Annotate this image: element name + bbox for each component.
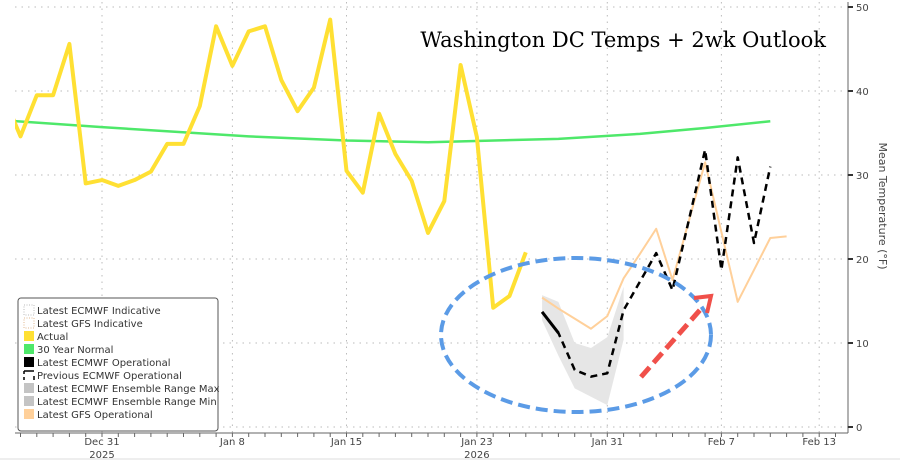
y-tick-label: 30	[856, 171, 869, 182]
legend-swatch	[24, 396, 34, 406]
legend-swatch	[23, 304, 35, 316]
x-year-label: 2025	[89, 450, 114, 461]
x-tick-label: Jan 23	[460, 437, 492, 448]
y-tick-label: 0	[856, 423, 862, 434]
x-tick-label: Feb 13	[802, 437, 836, 448]
series-line-actual	[15, 17, 528, 310]
series-line-30-year-normal	[15, 119, 771, 144]
legend-label: Latest GFS Indicative	[37, 319, 143, 330]
legend-swatch	[24, 409, 34, 419]
x-tick-label: Feb 7	[708, 437, 735, 448]
y-tick-label: 10	[856, 339, 869, 350]
y-tick-label: 40	[856, 87, 869, 98]
legend-label: Latest ECMWF Ensemble Range Min	[37, 397, 217, 408]
x-tick-label: Jan 31	[591, 437, 623, 448]
series-lines	[15, 17, 787, 378]
series-line-previous-ecmwf-operational	[541, 148, 772, 378]
legend-box	[17, 297, 219, 432]
y-tick-label: 50	[856, 3, 869, 14]
legend-label: Latest ECMWF Ensemble Range Max	[37, 384, 220, 395]
gridlines	[15, 2, 848, 433]
x-tick-label: Jan 15	[330, 437, 362, 448]
legend-label: Actual	[37, 332, 68, 343]
x-tick-label: Jan 8	[219, 437, 245, 448]
y-tick-label: 20	[856, 255, 869, 266]
x-year-label: 2026	[464, 450, 489, 461]
series-line-latest-ecmwf-operational	[540, 311, 560, 334]
legend-label: Latest ECMWF Operational	[37, 358, 171, 369]
legend: Latest ECMWF Indicative Latest GFS Indica…	[17, 297, 220, 432]
y-axis-label: Mean Temperature (°F)	[876, 142, 889, 269]
legend-label: 30 Year Normal	[37, 345, 113, 356]
legend-swatch	[23, 370, 35, 380]
chart-title: Washington DC Temps + 2wk Outlook	[420, 28, 826, 52]
ensemble-range-area	[542, 286, 624, 406]
legend-swatch	[24, 331, 34, 341]
legend-swatch	[24, 344, 34, 354]
series-line-latest-gfs-operational	[541, 161, 787, 330]
y-axis-ticks: 0 10 20 30 40 50	[848, 3, 869, 434]
legend-swatch	[23, 317, 35, 329]
x-axis-ticks: Dec 31 2025 Jan 8 Jan 15 Jan 23 2026 Jan 31 Feb…	[20, 433, 836, 461]
legend-label: Latest ECMWF Indicative	[37, 306, 161, 317]
annotations	[439, 256, 714, 414]
trend-arrow-head	[693, 293, 714, 314]
legend-label: Previous ECMWF Operational	[37, 371, 182, 382]
legend-swatch	[24, 357, 34, 367]
x-tick-label: Dec 31	[84, 437, 119, 448]
legend-label: Latest GFS Operational	[37, 410, 153, 421]
ensemble-range-band	[542, 286, 624, 406]
trend-arrow-shaft	[639, 308, 702, 379]
highlight-ellipse	[439, 256, 713, 414]
legend-swatch	[24, 383, 34, 393]
